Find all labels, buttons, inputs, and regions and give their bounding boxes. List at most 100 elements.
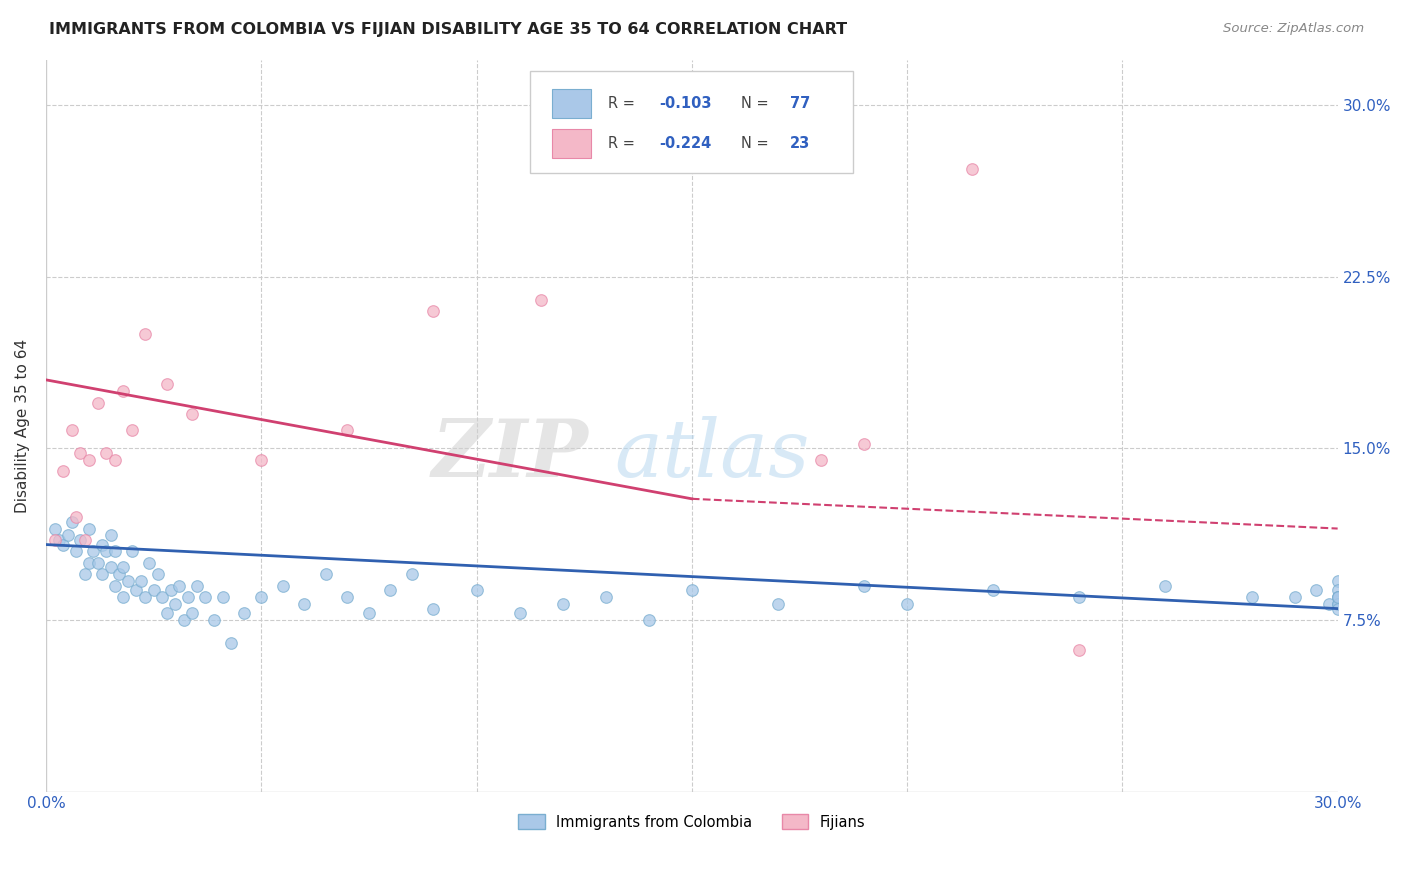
Point xyxy=(77,453,100,467)
Point xyxy=(44,533,66,547)
Point xyxy=(981,583,1004,598)
Point xyxy=(177,590,200,604)
Point xyxy=(100,560,122,574)
Y-axis label: Disability Age 35 to 64: Disability Age 35 to 64 xyxy=(15,339,30,513)
Point xyxy=(271,579,294,593)
Text: -0.103: -0.103 xyxy=(659,96,711,111)
Text: N =: N = xyxy=(741,96,769,111)
Point xyxy=(146,567,169,582)
Point xyxy=(766,597,789,611)
Point xyxy=(211,590,233,604)
Point xyxy=(336,590,359,604)
Point xyxy=(336,423,359,437)
Point xyxy=(52,464,75,478)
Point xyxy=(155,377,177,392)
Point xyxy=(155,606,177,620)
Point xyxy=(1326,597,1348,611)
Point xyxy=(112,590,135,604)
Point xyxy=(1326,590,1348,604)
Point xyxy=(65,510,87,524)
Point xyxy=(65,544,87,558)
Point xyxy=(1326,590,1348,604)
Point xyxy=(219,636,242,650)
Point xyxy=(853,437,876,451)
Point xyxy=(69,533,91,547)
Point xyxy=(194,590,217,604)
Point xyxy=(292,597,315,611)
Point xyxy=(1326,590,1348,604)
Point xyxy=(77,522,100,536)
Point xyxy=(1240,590,1263,604)
Text: atlas: atlas xyxy=(614,417,810,493)
Point xyxy=(108,567,131,582)
Point xyxy=(160,583,183,598)
Point xyxy=(315,567,337,582)
Point xyxy=(121,423,143,437)
Point xyxy=(73,533,96,547)
Point xyxy=(129,574,152,589)
Point xyxy=(134,590,156,604)
Point xyxy=(112,560,135,574)
Point xyxy=(121,544,143,558)
Text: R =: R = xyxy=(607,96,634,111)
Point xyxy=(100,528,122,542)
Point xyxy=(48,533,70,547)
Point xyxy=(60,423,83,437)
Point xyxy=(125,583,148,598)
Point xyxy=(112,384,135,399)
Point xyxy=(169,579,191,593)
Point xyxy=(86,395,108,409)
Point xyxy=(69,446,91,460)
Point xyxy=(117,574,139,589)
Point xyxy=(1326,574,1348,589)
Point xyxy=(896,597,918,611)
Point xyxy=(422,304,444,318)
Point xyxy=(104,579,127,593)
Point xyxy=(960,162,983,177)
Point xyxy=(44,522,66,536)
Legend: Immigrants from Colombia, Fijians: Immigrants from Colombia, Fijians xyxy=(513,808,870,836)
Point xyxy=(86,556,108,570)
Point xyxy=(595,590,617,604)
Point xyxy=(401,567,423,582)
FancyBboxPatch shape xyxy=(553,129,591,159)
Point xyxy=(233,606,256,620)
Point xyxy=(96,446,118,460)
Point xyxy=(181,407,204,421)
Point xyxy=(150,590,173,604)
Text: Source: ZipAtlas.com: Source: ZipAtlas.com xyxy=(1223,22,1364,36)
Point xyxy=(509,606,531,620)
Point xyxy=(1326,601,1348,615)
Point xyxy=(1069,642,1091,657)
Text: 23: 23 xyxy=(790,136,810,152)
Point xyxy=(104,544,127,558)
Point xyxy=(250,453,273,467)
Point xyxy=(1284,590,1306,604)
Point xyxy=(142,583,165,598)
Point xyxy=(810,453,832,467)
Point xyxy=(551,597,574,611)
Point xyxy=(82,544,104,558)
Point xyxy=(465,583,488,598)
Point xyxy=(202,613,225,627)
Point xyxy=(637,613,659,627)
Point xyxy=(60,515,83,529)
Point xyxy=(91,567,114,582)
Point xyxy=(1326,583,1348,598)
Point xyxy=(104,453,127,467)
Point xyxy=(1305,583,1327,598)
Point xyxy=(1154,579,1177,593)
Point xyxy=(380,583,402,598)
Point xyxy=(138,556,160,570)
Point xyxy=(134,327,156,342)
Text: -0.224: -0.224 xyxy=(659,136,711,152)
Point xyxy=(681,583,703,598)
Point xyxy=(1069,590,1091,604)
Text: N =: N = xyxy=(741,136,769,152)
Text: IMMIGRANTS FROM COLOMBIA VS FIJIAN DISABILITY AGE 35 TO 64 CORRELATION CHART: IMMIGRANTS FROM COLOMBIA VS FIJIAN DISAB… xyxy=(49,22,848,37)
Point xyxy=(56,528,79,542)
Point xyxy=(77,556,100,570)
Point xyxy=(1326,597,1348,611)
Point xyxy=(165,597,187,611)
Point xyxy=(181,606,204,620)
